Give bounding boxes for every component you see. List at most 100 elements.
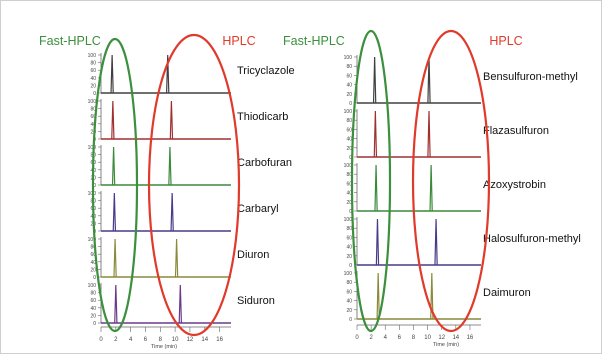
x-tick-label: 14 [452, 335, 459, 341]
hplc-peak [174, 238, 179, 278]
hplc-peak [427, 110, 431, 158]
y-tick-label: 0 [93, 183, 96, 189]
x-axis-label: Time (min) [151, 344, 177, 350]
fast-hplc-label: Fast-HPLC [283, 34, 345, 48]
y-tick-label: 40 [346, 191, 352, 197]
compound-label: Thiodicarb [237, 111, 288, 123]
fast-peak [111, 146, 116, 186]
hplc-peak [178, 284, 183, 324]
fast-peak [374, 164, 378, 212]
x-tick-label: 2 [114, 337, 118, 343]
y-tick-label: 0 [349, 263, 352, 269]
y-tick-label: 80 [346, 226, 352, 232]
compound-label: Daimuron [483, 287, 531, 299]
y-tick-label: 0 [93, 321, 96, 327]
hplc-label: HPLC [222, 34, 255, 48]
y-tick-label: 80 [90, 61, 96, 67]
y-tick-label: 60 [90, 252, 96, 258]
fast-hplc-ellipse [350, 29, 392, 333]
compound-label: Flazasulfuron [483, 125, 549, 137]
y-tick-label: 20 [346, 254, 352, 260]
y-tick-label: 60 [346, 289, 352, 295]
y-tick-label: 40 [90, 306, 96, 312]
y-tick-label: 60 [346, 127, 352, 133]
x-tick-label: 0 [355, 335, 359, 341]
y-tick-label: 0 [93, 275, 96, 281]
x-tick-label: 6 [144, 337, 148, 343]
y-tick-label: 100 [88, 145, 97, 151]
y-tick-label: 100 [88, 53, 97, 59]
y-tick-label: 40 [346, 83, 352, 89]
y-tick-label: 60 [90, 68, 96, 74]
hplc-ellipse [411, 29, 491, 333]
hplc-peak [430, 272, 434, 320]
y-tick-label: 80 [90, 107, 96, 113]
hplc-peak [429, 164, 433, 212]
y-tick-label: 80 [346, 64, 352, 70]
fast-peak [375, 218, 380, 266]
compound-label: Halosulfuron-methyl [483, 233, 581, 245]
x-tick-label: 8 [412, 335, 416, 341]
hplc-peak [168, 146, 172, 186]
fast-peak [113, 238, 117, 278]
y-tick-label: 40 [346, 299, 352, 305]
fast-hplc-label: Fast-HPLC [39, 34, 101, 48]
y-tick-label: 100 [344, 163, 353, 169]
y-tick-label: 100 [88, 99, 97, 105]
hplc-peak [169, 100, 174, 140]
x-tick-label: 16 [216, 337, 223, 343]
compound-label: Carbaryl [237, 203, 279, 215]
compound-label: Bensulfuron-methyl [483, 71, 578, 83]
y-tick-label: 0 [349, 317, 352, 323]
x-tick-label: 6 [398, 335, 402, 341]
x-tick-label: 8 [159, 337, 163, 343]
hplc-label: HPLC [489, 34, 522, 48]
y-tick-label: 60 [90, 114, 96, 120]
y-tick-label: 60 [90, 298, 96, 304]
y-tick-label: 100 [344, 217, 353, 223]
hplc-ellipse [147, 33, 241, 337]
fast-hplc-ellipse [91, 37, 139, 333]
fast-peak [110, 54, 114, 94]
y-tick-label: 80 [346, 172, 352, 178]
fast-peak [372, 56, 377, 104]
y-tick-label: 40 [346, 137, 352, 143]
y-tick-label: 0 [93, 91, 96, 97]
y-tick-label: 100 [344, 109, 353, 115]
x-axis-label: Time (min) [433, 342, 459, 348]
y-tick-label: 60 [346, 73, 352, 79]
y-tick-label: 40 [90, 122, 96, 128]
y-tick-label: 0 [349, 155, 352, 161]
y-tick-label: 40 [90, 76, 96, 82]
y-tick-label: 20 [90, 267, 96, 273]
y-tick-label: 80 [346, 118, 352, 124]
compound-label: Diuron [237, 249, 269, 261]
compound-label: Tricyclazole [237, 65, 295, 77]
x-tick-label: 10 [172, 337, 179, 343]
x-tick-label: 16 [467, 335, 474, 341]
y-tick-label: 100 [344, 55, 353, 61]
y-tick-label: 20 [346, 146, 352, 152]
x-tick-label: 4 [129, 337, 133, 343]
x-tick-label: 14 [201, 337, 208, 343]
y-tick-label: 100 [88, 237, 97, 243]
y-tick-label: 40 [346, 245, 352, 251]
y-tick-label: 20 [90, 83, 96, 89]
y-tick-label: 20 [346, 92, 352, 98]
x-tick-label: 10 [424, 335, 431, 341]
y-tick-label: 20 [346, 308, 352, 314]
y-tick-label: 80 [90, 291, 96, 297]
y-tick-label: 20 [346, 200, 352, 206]
compound-label: Carbofuran [237, 157, 292, 169]
y-tick-label: 80 [90, 245, 96, 251]
y-tick-label: 20 [90, 313, 96, 319]
y-tick-label: 0 [349, 209, 352, 215]
compound-label: Azoxystrobin [483, 179, 546, 191]
y-tick-label: 80 [346, 280, 352, 286]
y-tick-label: 60 [346, 181, 352, 187]
x-tick-label: 4 [384, 335, 388, 341]
y-tick-label: 100 [88, 283, 97, 289]
hplc-peak [434, 218, 438, 266]
